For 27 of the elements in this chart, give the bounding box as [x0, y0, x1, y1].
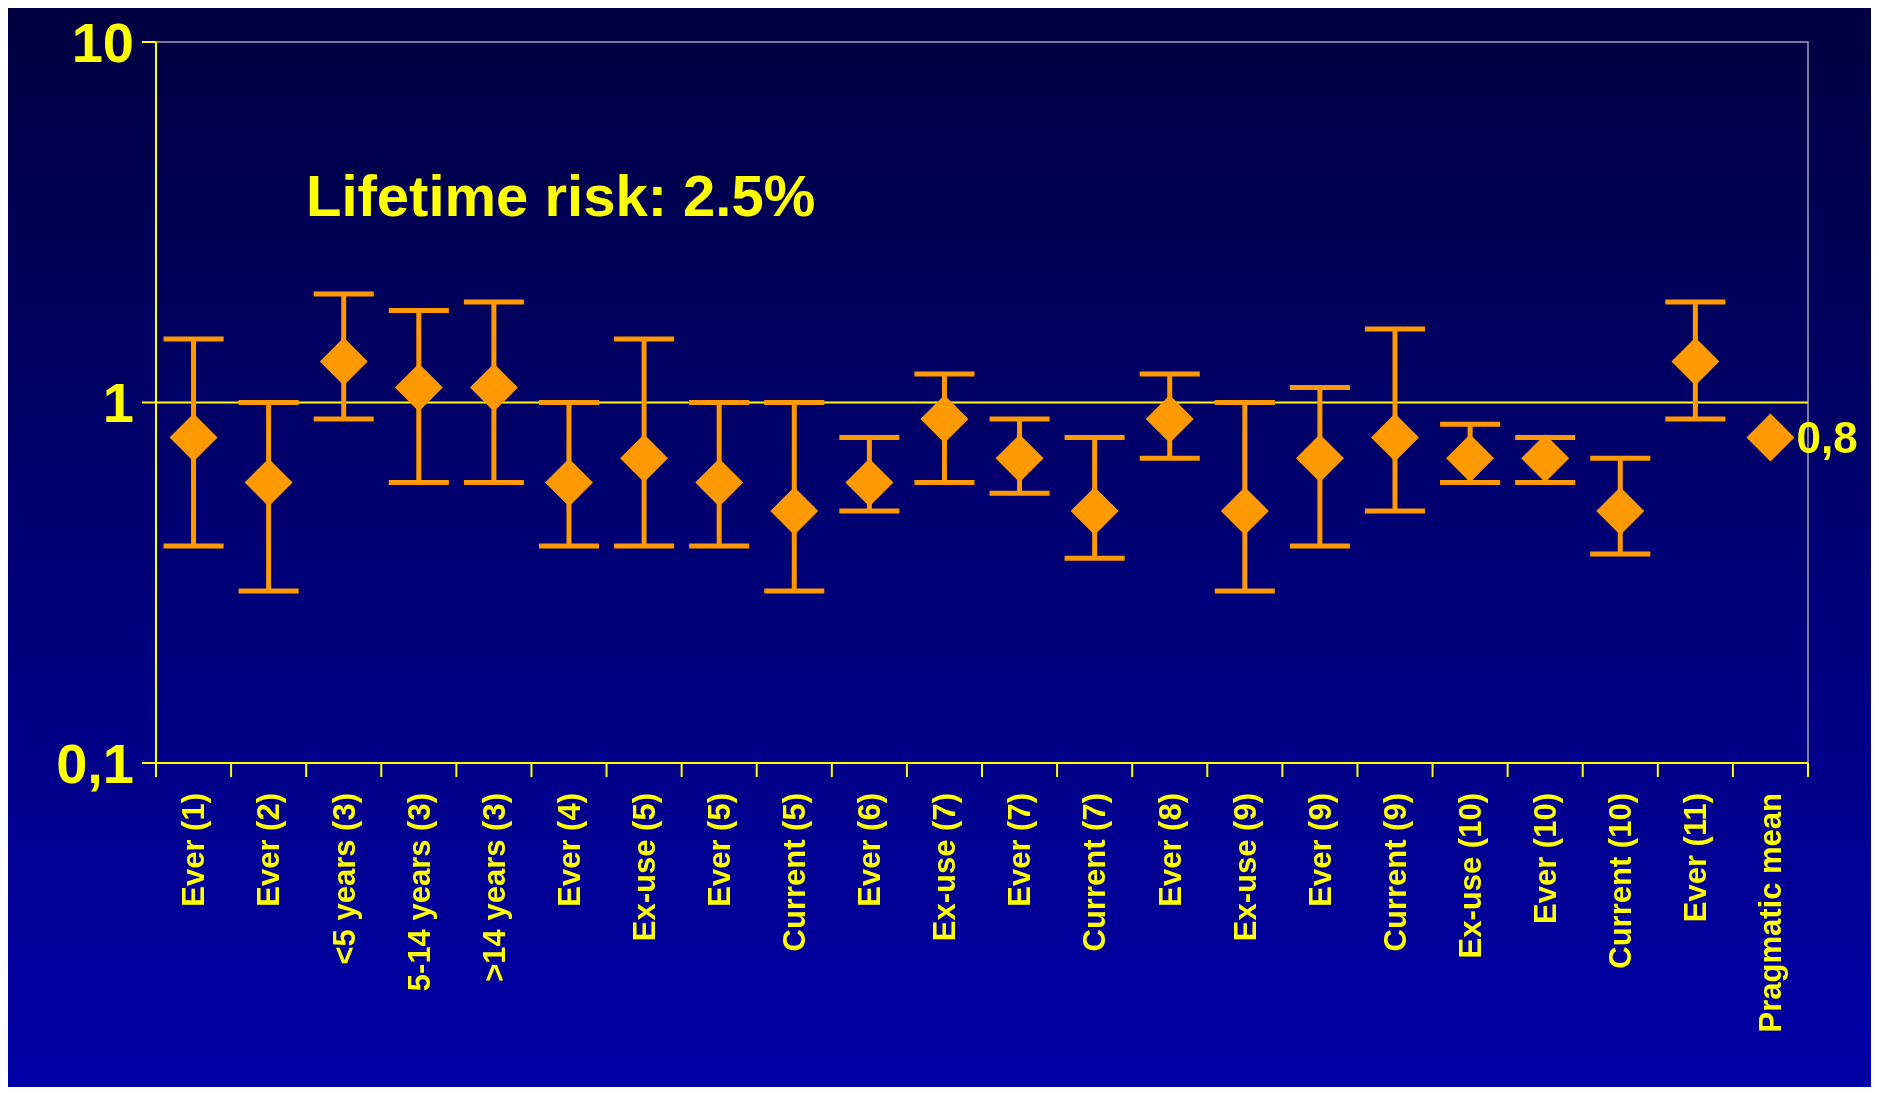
- x-tick-label: Ever (8): [1152, 793, 1188, 907]
- x-tick-label: Ex-use (7): [927, 793, 963, 942]
- x-tick-label: 5-14 years (3): [401, 793, 437, 992]
- x-tick-label: <5 years (3): [326, 793, 362, 965]
- x-tick-label: Ex-use (5): [626, 793, 662, 942]
- x-tick-label: Ex-use (10): [1452, 793, 1488, 959]
- x-tick-label: Pragmatic mean: [1753, 793, 1789, 1033]
- x-tick-label: Ever (7): [1002, 793, 1038, 907]
- x-tick-label: Ever (2): [251, 793, 287, 907]
- x-tick-label: Ever (6): [852, 793, 888, 907]
- x-tick-label: Ex-use (9): [1227, 793, 1263, 942]
- x-tick-label: Current (5): [777, 793, 813, 952]
- y-tick-label: 1: [102, 371, 134, 435]
- x-tick-label: Ever (11): [1678, 793, 1714, 923]
- x-tick-label: Ever (10): [1528, 793, 1564, 924]
- x-tick-label: Current (7): [1077, 793, 1113, 952]
- x-tick-label: Current (10): [1603, 793, 1639, 969]
- annotation: Lifetime risk: 2.5%: [306, 163, 816, 229]
- x-tick-label: Ever (5): [702, 793, 738, 907]
- y-tick-label: 10: [71, 10, 134, 74]
- x-tick-label: Current (9): [1377, 793, 1413, 952]
- x-tick-label: Ever (9): [1302, 793, 1338, 907]
- x-tick-label: Ever (1): [176, 793, 212, 907]
- x-tick-label: >14 years (3): [476, 793, 512, 982]
- data-label: 0,8: [1796, 412, 1858, 462]
- x-tick-label: Ever (4): [551, 793, 587, 907]
- y-tick-label: 0,1: [56, 731, 134, 795]
